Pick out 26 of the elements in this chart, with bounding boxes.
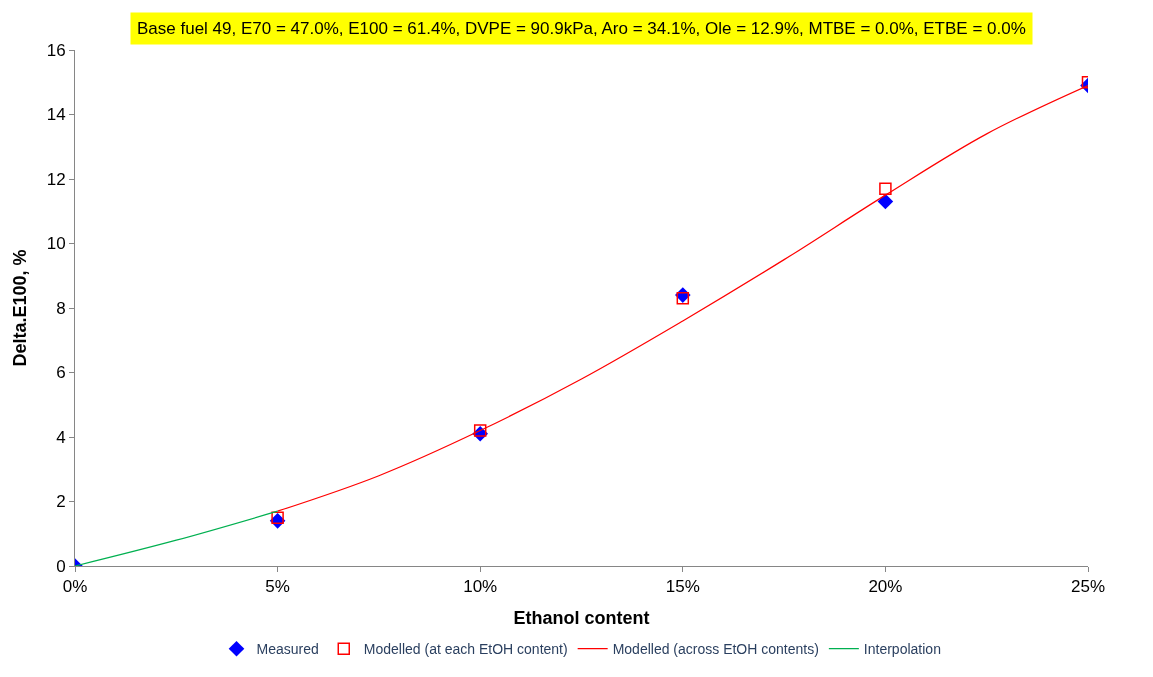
y-tick-label: 12 [46,169,66,189]
y-tick-label: 8 [56,298,66,318]
y-tick-label: 2 [56,492,66,512]
point [879,182,892,195]
y-tick-label: 4 [56,427,66,447]
x-tick-label: 5% [265,577,290,597]
x-tick-label: 25% [1070,577,1106,597]
y-tick-label: 16 [46,40,66,60]
legend-label: Modelled (at each EtOH content) [363,641,568,658]
legend-label: Measured [256,641,319,658]
legend-label: Modelled (across EtOH contents) [612,641,819,658]
y-tick-label: 6 [56,363,66,383]
y-tick-label: 10 [46,234,66,254]
y-tick-label: 0 [56,556,66,576]
point [473,424,487,437]
x-axis-title: Ethanol content [513,607,650,628]
x-tick-label: 0% [62,577,88,597]
x-tick-label: 15% [665,577,700,597]
x-tick-label: 20% [868,577,903,597]
point [271,511,284,524]
x-tick-label: 10% [463,577,498,597]
legend-label: Interpolation [863,641,941,658]
y-tick-label: 14 [46,105,66,125]
point [676,292,690,305]
chart-title: Base fuel 49, E70 = 47.0%, E100 = 61.4%, DVPE = 90.9kPa, Aro = 34.1%, Ole = 12.9%, MTBE = 0.0%, ETBE = 0.0% [137,19,1026,38]
y-axis-title: Delta.E100, % [9,249,30,367]
